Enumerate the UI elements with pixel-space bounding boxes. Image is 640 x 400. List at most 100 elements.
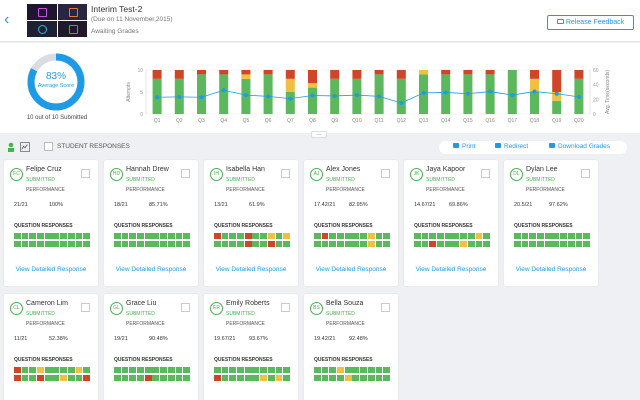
- question-response-cell[interactable]: [475, 241, 483, 247]
- view-detailed-response-link[interactable]: View Detailed Response: [315, 266, 387, 273]
- question-response-cell[interactable]: [237, 241, 244, 247]
- question-response-cell[interactable]: [167, 241, 175, 247]
- question-response-cell[interactable]: [152, 241, 160, 247]
- student-responses-checkbox[interactable]: [44, 142, 53, 151]
- question-response-cell[interactable]: [375, 233, 383, 239]
- question-response-cell[interactable]: [429, 233, 437, 239]
- question-response-cell[interactable]: [160, 367, 167, 373]
- view-detailed-response-link[interactable]: View Detailed Response: [15, 266, 87, 273]
- question-response-cell[interactable]: [152, 367, 160, 373]
- student-card[interactable]: HD Hannah Drew SUBMITTED PERFORMANCE 18/21 85…: [104, 160, 198, 286]
- question-response-cell[interactable]: [560, 233, 567, 239]
- question-response-cell[interactable]: [75, 241, 83, 247]
- question-response-cell[interactable]: [75, 367, 83, 373]
- question-response-cell[interactable]: [260, 375, 267, 381]
- student-card[interactable]: IH Isabella Han SUBMITTED PERFORMANCE 13/21 6…: [204, 160, 298, 286]
- question-response-cell[interactable]: [367, 233, 375, 239]
- question-response-cell[interactable]: [383, 241, 390, 247]
- question-response-cell[interactable]: [160, 233, 167, 239]
- question-response-cell[interactable]: [267, 375, 275, 381]
- question-response-cell[interactable]: [460, 241, 467, 247]
- question-response-cell[interactable]: [252, 367, 260, 373]
- question-response-cell[interactable]: [444, 233, 452, 239]
- question-response-cell[interactable]: [352, 367, 360, 373]
- question-response-cell[interactable]: [21, 367, 29, 373]
- question-response-cell[interactable]: [529, 241, 537, 247]
- question-response-cell[interactable]: [367, 367, 375, 373]
- student-card[interactable]: AJ Alex Jones SUBMITTED PERFORMANCE 17.42/21…: [304, 160, 398, 286]
- question-response-cell[interactable]: [321, 241, 329, 247]
- question-response-cell[interactable]: [367, 241, 375, 247]
- question-response-cell[interactable]: [114, 367, 121, 373]
- question-response-cell[interactable]: [414, 233, 421, 239]
- question-response-cell[interactable]: [183, 241, 190, 247]
- question-response-cell[interactable]: [283, 233, 290, 239]
- question-response-cell[interactable]: [437, 241, 444, 247]
- question-response-cell[interactable]: [421, 241, 429, 247]
- question-response-cell[interactable]: [129, 375, 137, 381]
- question-response-cell[interactable]: [467, 233, 475, 239]
- student-select-checkbox[interactable]: [81, 303, 90, 312]
- question-response-cell[interactable]: [67, 367, 75, 373]
- student-select-checkbox[interactable]: [581, 169, 590, 178]
- question-response-cell[interactable]: [83, 367, 90, 373]
- student-card[interactable]: GL Grace Liu SUBMITTED PERFORMANCE 19/21 90.4…: [104, 294, 198, 400]
- question-response-cell[interactable]: [60, 233, 67, 239]
- question-response-cell[interactable]: [37, 241, 44, 247]
- question-response-cell[interactable]: [360, 241, 367, 247]
- question-response-cell[interactable]: [483, 241, 490, 247]
- question-response-cell[interactable]: [514, 241, 521, 247]
- question-response-cell[interactable]: [75, 233, 83, 239]
- student-select-checkbox[interactable]: [381, 303, 390, 312]
- question-response-cell[interactable]: [167, 233, 175, 239]
- question-response-cell[interactable]: [244, 367, 252, 373]
- print-button[interactable]: Print: [453, 143, 475, 150]
- question-response-cell[interactable]: [252, 241, 260, 247]
- question-response-cell[interactable]: [429, 241, 437, 247]
- question-response-cell[interactable]: [337, 367, 344, 373]
- question-response-cell[interactable]: [160, 375, 167, 381]
- question-response-cell[interactable]: [467, 241, 475, 247]
- view-detailed-response-link[interactable]: View Detailed Response: [515, 266, 587, 273]
- question-response-cell[interactable]: [121, 367, 129, 373]
- question-response-cell[interactable]: [275, 233, 283, 239]
- student-card[interactable]: BS Bella Souza SUBMITTED PERFORMANCE 19.42/2…: [304, 294, 398, 400]
- question-response-cell[interactable]: [129, 241, 137, 247]
- question-response-cell[interactable]: [552, 233, 560, 239]
- question-response-cell[interactable]: [352, 375, 360, 381]
- question-response-cell[interactable]: [383, 375, 390, 381]
- question-response-cell[interactable]: [483, 233, 490, 239]
- question-response-cell[interactable]: [344, 233, 352, 239]
- question-response-cell[interactable]: [360, 367, 367, 373]
- question-response-cell[interactable]: [152, 375, 160, 381]
- question-response-cell[interactable]: [229, 367, 237, 373]
- question-response-cell[interactable]: [314, 367, 321, 373]
- question-response-cell[interactable]: [475, 233, 483, 239]
- question-response-cell[interactable]: [14, 241, 21, 247]
- question-response-cell[interactable]: [314, 233, 321, 239]
- question-response-cell[interactable]: [344, 241, 352, 247]
- question-response-cell[interactable]: [544, 233, 552, 239]
- question-response-cell[interactable]: [329, 241, 337, 247]
- question-response-cell[interactable]: [67, 233, 75, 239]
- question-response-cell[interactable]: [221, 233, 229, 239]
- question-response-cell[interactable]: [537, 233, 544, 239]
- question-response-cell[interactable]: [567, 241, 575, 247]
- question-response-cell[interactable]: [283, 367, 290, 373]
- question-response-cell[interactable]: [337, 241, 344, 247]
- question-response-cell[interactable]: [67, 375, 75, 381]
- question-response-cell[interactable]: [152, 233, 160, 239]
- question-response-cell[interactable]: [121, 233, 129, 239]
- question-response-cell[interactable]: [360, 233, 367, 239]
- question-response-cell[interactable]: [14, 367, 21, 373]
- question-response-cell[interactable]: [452, 241, 460, 247]
- question-response-cell[interactable]: [552, 241, 560, 247]
- question-response-cell[interactable]: [375, 375, 383, 381]
- question-response-cell[interactable]: [137, 241, 144, 247]
- student-card[interactable]: FC Felipe Cruz SUBMITTED PERFORMANCE 21/21 10…: [4, 160, 98, 286]
- question-response-cell[interactable]: [160, 241, 167, 247]
- question-response-cell[interactable]: [283, 241, 290, 247]
- question-response-cell[interactable]: [183, 233, 190, 239]
- question-response-cell[interactable]: [537, 241, 544, 247]
- question-response-cell[interactable]: [583, 241, 590, 247]
